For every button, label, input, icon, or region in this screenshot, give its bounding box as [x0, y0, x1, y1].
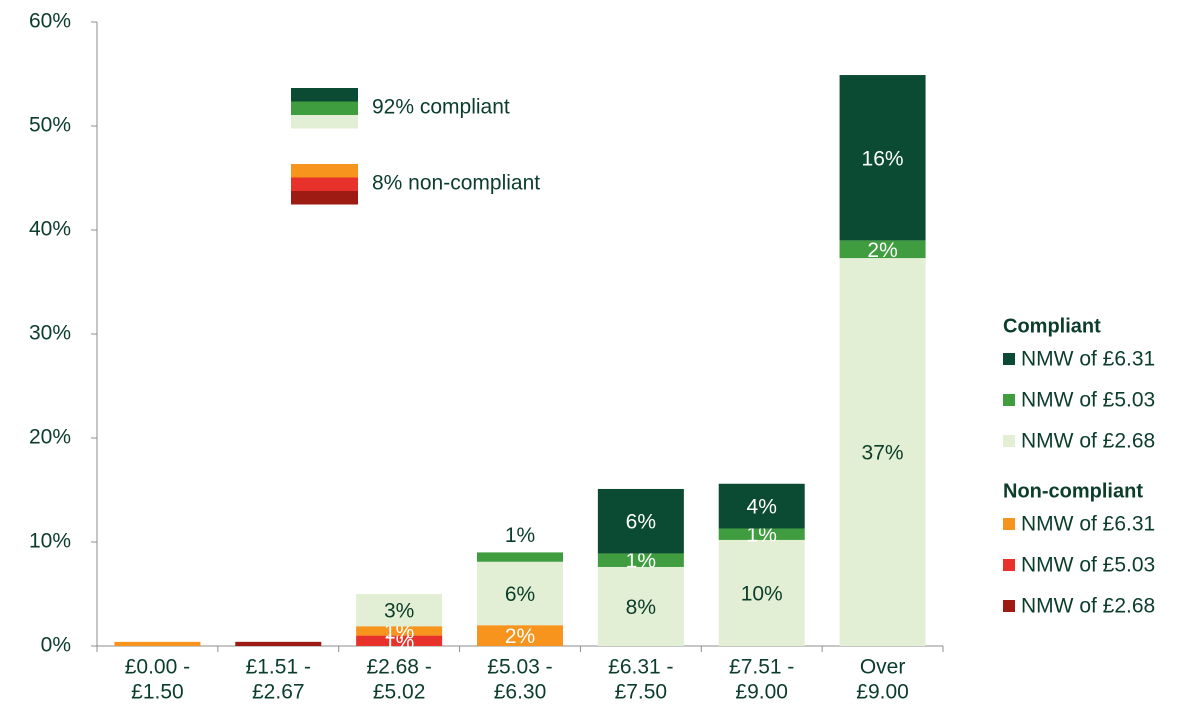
data-label: 6% — [505, 583, 535, 606]
bar-segment — [356, 626, 443, 636]
data-label: 2% — [867, 239, 897, 262]
bar-segment — [235, 641, 322, 646]
y-tick-label: 10% — [29, 530, 71, 553]
bar-segment — [477, 625, 563, 646]
x-tick-label: £6.30 — [494, 681, 547, 704]
bar-segment — [356, 594, 443, 627]
x-tick-label: £9.00 — [735, 681, 788, 704]
bar-segment — [597, 488, 684, 554]
x-tick-label: Over — [860, 656, 906, 679]
bar-segment — [597, 553, 684, 567]
x-tick-label: £5.02 — [373, 681, 426, 704]
bar-segment — [718, 539, 805, 646]
legend-label: NMW of £5.03 — [1021, 554, 1155, 577]
bar-segment — [839, 240, 926, 259]
y-tick-label: 50% — [29, 114, 71, 137]
legend-swatch — [1003, 518, 1015, 530]
legend-label: NMW of £2.68 — [1021, 430, 1155, 453]
legend-swatch — [1003, 559, 1015, 571]
bar-segment — [718, 528, 805, 540]
legend-label: NMW of £6.31 — [1021, 513, 1155, 536]
x-tick-label: £5.03 - — [487, 656, 552, 679]
legend-label: NMW of £2.68 — [1021, 595, 1155, 618]
y-tick-label: 0% — [41, 634, 71, 657]
annotation: 92% compliant — [372, 96, 510, 119]
data-label: 4% — [747, 496, 777, 519]
x-tick-label: £7.51 - — [729, 656, 794, 679]
data-label: 1% — [384, 630, 414, 653]
bar-segment — [356, 635, 443, 646]
data-label: 1% — [505, 524, 535, 547]
annotation-swatch — [291, 191, 358, 205]
data-label: 1% — [747, 524, 777, 547]
legend-swatch — [1003, 435, 1015, 447]
data-label: 8% — [626, 596, 656, 619]
y-tick-label: 40% — [29, 218, 71, 241]
legend-label: NMW of £5.03 — [1021, 389, 1155, 412]
data-label: 1% — [626, 550, 656, 573]
y-tick-label: 30% — [29, 322, 71, 345]
annotation-swatch — [291, 101, 358, 115]
legend-heading: Compliant — [1003, 315, 1101, 337]
x-tick-label: £6.31 - — [608, 656, 673, 679]
x-tick-label: £1.51 - — [246, 656, 311, 679]
data-label: 2% — [505, 625, 535, 648]
data-label: 10% — [741, 583, 783, 606]
x-tick-label: £9.00 — [856, 681, 909, 704]
x-tick-label: £1.50 — [131, 681, 184, 704]
x-tick-label: £7.50 — [615, 681, 668, 704]
data-label: 6% — [626, 511, 656, 534]
bar-segment — [477, 552, 563, 562]
legend-swatch — [1003, 353, 1015, 365]
annotation-swatch — [291, 115, 358, 129]
annotation-swatch — [291, 164, 358, 178]
y-tick-label: 20% — [29, 426, 71, 449]
data-label: 3% — [384, 600, 414, 623]
x-tick-label: £0.00 - — [125, 656, 190, 679]
legend-heading: Non-compliant — [1003, 480, 1143, 502]
annotation: 8% non-compliant — [372, 172, 540, 195]
legend-label: NMW of £6.31 — [1021, 348, 1155, 371]
data-label: 37% — [862, 442, 904, 465]
bar-segment — [114, 641, 201, 646]
legend-swatch — [1003, 600, 1015, 612]
x-tick-label: £2.68 - — [366, 656, 431, 679]
bar-segment — [718, 483, 805, 529]
annotation-swatch — [291, 88, 358, 102]
data-label: 16% — [862, 147, 904, 170]
bar-segment — [597, 566, 684, 646]
legend-swatch — [1003, 394, 1015, 406]
annotation-swatch — [291, 177, 358, 191]
y-tick-label: 60% — [29, 10, 71, 33]
bar-segment — [477, 561, 563, 626]
bar-segment — [839, 258, 926, 646]
bar-segment — [839, 75, 926, 241]
x-tick-label: £2.67 — [252, 681, 305, 704]
